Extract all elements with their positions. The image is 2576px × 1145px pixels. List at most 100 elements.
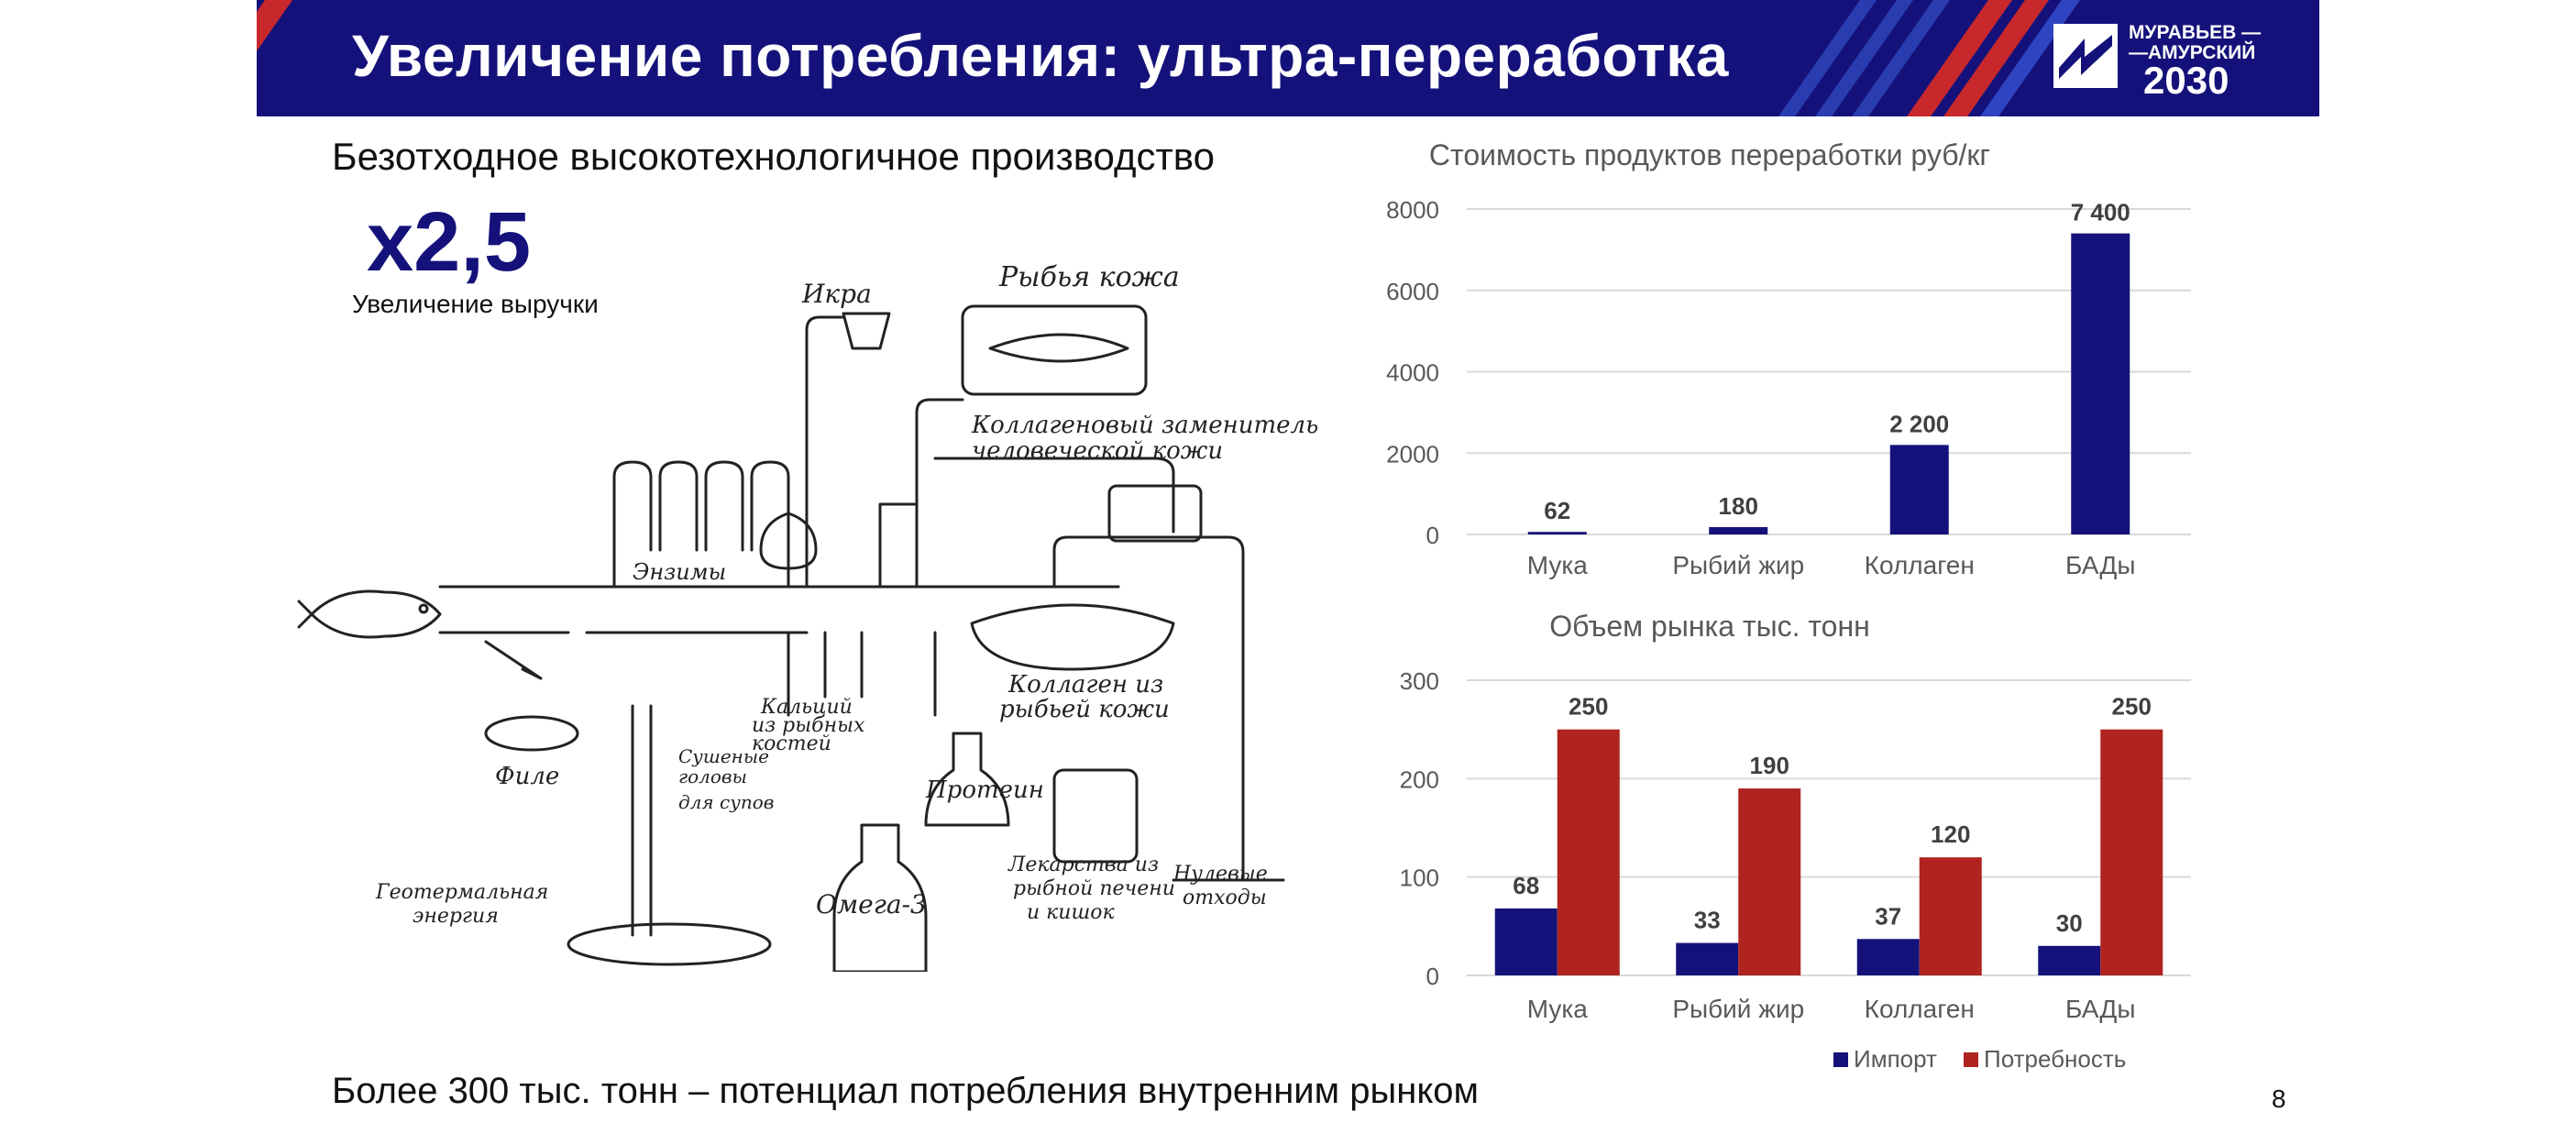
data-label: 62 — [1544, 497, 1570, 524]
diagram-label: Геотермальная — [375, 881, 548, 904]
data-label: 68 — [1513, 872, 1539, 899]
y-tick-label: 100 — [1400, 864, 1439, 892]
skin-box — [961, 304, 1148, 396]
diagram-label: костей — [752, 732, 831, 755]
bar — [1738, 788, 1801, 975]
y-tick-label: 6000 — [1386, 278, 1439, 305]
bottom-summary: Более 300 тыс. тонн – потенциал потребле… — [332, 1071, 1480, 1111]
bar — [2071, 233, 2130, 534]
collagen-bowl-pipe — [1052, 535, 1245, 882]
diagram-label: Коллаген из — [1007, 671, 1163, 699]
geo-pipe — [631, 704, 653, 937]
data-label: 120 — [1931, 820, 1970, 848]
legend-swatch-import — [1833, 1052, 1848, 1067]
data-label: 250 — [2112, 693, 2152, 721]
drug-jar-icon — [1052, 768, 1139, 864]
data-label: 190 — [1750, 752, 1789, 779]
bar — [1919, 857, 1982, 975]
data-label: 37 — [1875, 902, 1901, 930]
flask-icon — [759, 512, 818, 570]
diagram-label: человеческой кожи — [972, 437, 1223, 465]
logo-text: —АМУРСКИЙ — [2129, 42, 2256, 63]
x-tick-label: Мука — [1527, 995, 1589, 1023]
slide: Увеличение потребления: ультра-переработ… — [257, 0, 2319, 1145]
diagram-label: Коллагеновый заменитель — [971, 412, 1318, 439]
bar — [2038, 945, 2101, 975]
bone-pipe — [787, 631, 937, 717]
diagram-label: Нулевые — [1172, 863, 1268, 886]
diagram-label: Филе — [495, 763, 559, 790]
legend-swatch-need — [1964, 1052, 1978, 1067]
x-tick-label: БАДы — [2065, 551, 2135, 579]
y-tick-label: 4000 — [1386, 359, 1439, 387]
diagram-label: Омега-3 — [816, 889, 927, 919]
page-title: Увеличение потребления: ультра-переработ… — [352, 23, 1729, 89]
y-tick-label: 0 — [1426, 963, 1439, 990]
enzyme-coils — [612, 460, 790, 589]
bar — [1889, 445, 1949, 534]
bar — [1494, 908, 1558, 975]
diagram-label: отходы — [1183, 886, 1267, 909]
diagram-label: для супов — [678, 791, 774, 813]
diagram-label: энергия — [413, 905, 499, 928]
legend-label: Потребность — [1984, 1045, 2126, 1073]
y-tick-label: 200 — [1400, 765, 1439, 793]
collagen-box — [1107, 484, 1203, 543]
bar — [1856, 939, 1920, 975]
processing-diagram: Икра Рыбья кожа Коллагеновый заменитель … — [297, 261, 1318, 972]
diagram-label: Энзимы — [633, 559, 726, 585]
data-label: 33 — [1694, 907, 1721, 934]
x-tick-label: Рыбий жир — [1672, 995, 1804, 1023]
diagram-label: Лекарства из — [1007, 853, 1159, 876]
left-heading: Безотходное высокотехнологичное производ… — [332, 135, 1215, 178]
geo-pool-icon — [567, 922, 772, 966]
filter-column — [878, 502, 919, 589]
page-number: 8 — [2272, 1084, 2286, 1113]
logo-emblem — [2053, 24, 2118, 88]
logo-text: 2030 — [2143, 59, 2229, 102]
diagram-label: рыбной печени — [1013, 877, 1175, 900]
data-label: 7 400 — [2071, 199, 2130, 226]
fish-eye — [418, 603, 429, 614]
logo-text: МУРАВЬЕВ — — [2129, 22, 2262, 43]
x-tick-label: Коллаген — [1865, 995, 1975, 1023]
skin-pipe — [915, 398, 964, 589]
chart-title: Объем рынка тыс. тонн — [1549, 610, 1870, 643]
data-label: 180 — [1719, 492, 1758, 520]
data-label: 30 — [2056, 909, 2083, 937]
bar — [1557, 729, 1620, 975]
bar — [1527, 532, 1587, 534]
chart-title: Стоимость продуктов переработки руб/кг — [1429, 138, 1990, 171]
data-label: 2 200 — [1889, 410, 1949, 437]
price-chart: Стоимость продуктов переработки руб/кг 0… — [1386, 138, 2191, 579]
fillet-icon — [484, 715, 579, 752]
collagen-pipe — [933, 457, 1175, 534]
main-pipe — [438, 585, 1120, 634]
logo: МУРАВЬЕВ — —АМУРСКИЙ 2030 — [2053, 18, 2310, 102]
protein-flask-icon — [924, 732, 1010, 827]
y-tick-label: 8000 — [1386, 196, 1439, 224]
banner-stripe — [257, 0, 319, 116]
diagram-label: Сушеные — [678, 745, 769, 767]
y-tick-label: 300 — [1400, 667, 1439, 695]
diagram-label: Икра — [801, 279, 872, 309]
diagram-label: Протеин — [925, 776, 1044, 804]
roe-pipe — [805, 315, 845, 589]
bar — [2100, 729, 2163, 975]
bar — [1676, 942, 1739, 975]
collagen-bowl-icon — [970, 603, 1175, 671]
diagram-label: Рыбья кожа — [998, 261, 1180, 293]
multiplier-value: x2,5 — [367, 195, 532, 289]
diagram-label: из рыбных — [752, 714, 865, 737]
conveyor — [484, 640, 543, 680]
diagram-label: и кишок — [1027, 901, 1116, 924]
x-tick-label: Коллаген — [1865, 551, 1975, 579]
diagram-label: головы — [678, 765, 747, 787]
bar — [1709, 527, 1768, 534]
fish-skin-icon — [988, 333, 1129, 363]
x-tick-label: Рыбий жир — [1672, 551, 1804, 579]
data-label: 250 — [1569, 693, 1608, 721]
legend-label: Импорт — [1854, 1045, 1937, 1073]
omega-bottle-icon — [832, 823, 928, 972]
diagram-label: Кальций — [760, 696, 853, 719]
